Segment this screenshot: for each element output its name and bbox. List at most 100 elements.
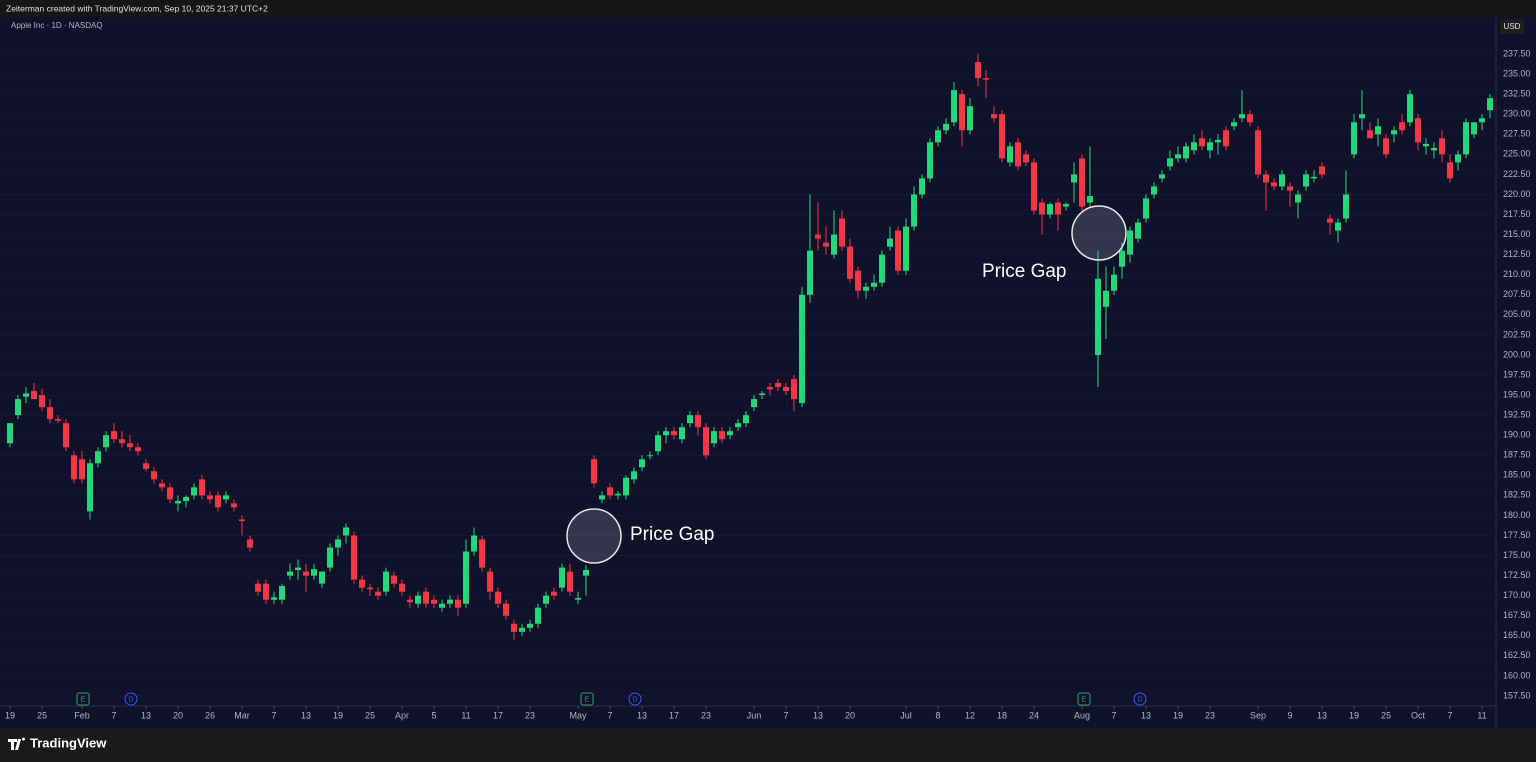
event-marker-label: D [632,696,637,703]
event-marker [1133,692,1147,706]
candle-body [1015,142,1021,167]
candle-body [1079,158,1085,207]
candle-body [311,569,317,576]
candle-body [1471,122,1477,135]
candle-body [207,495,213,500]
y-tick-label: 205.00 [1503,309,1531,319]
candle-body [1127,230,1133,255]
candle-body [1479,118,1485,123]
candle-body [103,435,109,448]
x-tick-label: Feb [74,710,90,720]
logo: TradingView [8,735,107,750]
x-tick-label: 13 [813,710,823,720]
candle-body [1095,278,1101,355]
candle-body [95,451,101,464]
candle-body [919,178,925,195]
y-tick-label: 200.00 [1503,349,1531,359]
candle-body [1271,182,1277,187]
currency: USD [1504,22,1521,31]
x-tick-label: 13 [1141,710,1151,720]
currency-badge[interactable] [1500,19,1524,34]
candle-body [839,218,845,247]
x-tick-label: 12 [965,710,975,720]
candle-body [855,270,861,291]
candle-body [767,387,773,390]
candle-body [1311,176,1317,179]
candle-body [1239,114,1245,119]
candle-body [1335,222,1341,231]
x-tick-label: Aug [1074,710,1090,720]
candle-body [127,443,133,448]
candle-body [759,393,765,396]
candle-body [287,571,293,576]
candle-body [415,595,421,604]
x-tick-label: 9 [1287,710,1292,720]
candle-body [1047,204,1053,215]
y-tick-label: 160.00 [1503,670,1531,680]
candle-body [951,90,957,123]
x-tick-label: 19 [333,710,343,720]
candle-body [1343,194,1349,219]
event-marker [76,692,90,706]
candle-body [239,519,245,522]
candle-body [727,431,733,436]
candle-body [327,547,333,568]
y-tick-label: 220.00 [1503,189,1531,199]
candle-body [1167,158,1173,167]
candle-body [687,415,693,424]
candle-body [1103,290,1109,307]
candle-body [407,599,413,603]
candle-body [231,503,237,508]
x-tick-label: 13 [1317,710,1327,720]
candle-body [567,571,573,592]
candle-body [1207,142,1213,151]
x-tick-label: Jul [900,710,912,720]
candle-body [503,603,509,616]
candle-body [87,463,93,512]
candle-body [431,599,437,604]
candle-body [679,427,685,440]
x-tick-label: 26 [205,710,215,720]
candle-body [935,130,941,143]
y-tick-label: 175.00 [1503,550,1531,560]
candle-body [711,431,717,444]
candle-body [1119,250,1125,267]
plot-background [0,17,1536,728]
candle-body [39,395,45,408]
candle-body [519,627,525,632]
candle-body [1287,186,1293,191]
candle-body [1367,130,1373,139]
candle-body [1183,146,1189,159]
y-tick-label: 217.50 [1503,209,1531,219]
y-tick-label: 215.00 [1503,229,1531,239]
candle-body [1359,114,1365,119]
symbol-info: Apple Inc · 1D · NASDAQ [11,21,103,30]
candle-body [879,254,885,283]
candle-body [1255,130,1261,175]
candle-body [983,78,989,80]
y-tick-label: 225.00 [1503,149,1531,159]
candle-body [583,569,589,576]
candle-body [1071,174,1077,183]
candle-body [871,282,877,287]
event-marker-label: D [128,696,133,703]
event-marker [1077,692,1091,706]
candle-body [199,479,205,496]
candle-body [799,294,805,404]
candle-body [671,431,677,436]
x-tick-label: 19 [5,710,15,720]
candle-body [623,477,629,496]
candle-body [1463,122,1469,155]
candle-body [975,62,981,79]
candle-body [527,623,533,628]
candle-body [591,459,597,484]
candle-body [999,114,1005,159]
candle-body [191,487,197,496]
candle-body [599,495,605,500]
candle-body [1487,98,1493,111]
candle-body [71,455,77,480]
candle-body [471,535,477,552]
x-tick-label: 24 [1029,710,1039,720]
x-tick-label: 23 [525,710,535,720]
candle-body [911,194,917,227]
